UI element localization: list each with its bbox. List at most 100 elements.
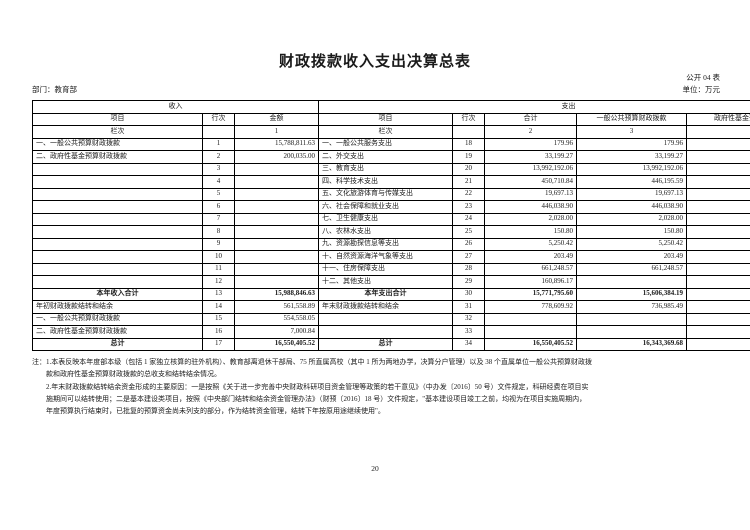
lane-expense-total: 2 <box>484 125 577 139</box>
table-row: 10 十、自然资源海洋气象等支出 27 203.49 203.49 <box>32 250 750 264</box>
cell-expense-item: 六、社会保障和就业支出 <box>318 200 453 214</box>
col-header-expense-total: 合计 <box>484 112 577 126</box>
cell-income-amount: 15,988,846.63 <box>234 287 319 301</box>
cell-income-item-grand-total: 总计 <box>32 337 203 351</box>
table-row: 二、政府性基金预算财政拨款 2 200,035.00 二、外交支出 19 33,… <box>32 150 750 164</box>
cell-expense-line: 29 <box>452 275 485 289</box>
cell-expense-fund <box>685 137 750 151</box>
table-row: 一、一般公共预算财政拨款 1 15,788,811.63 一、一般公共服务支出 … <box>32 137 750 151</box>
cell-expense-item: 年末财政拨款结转和结余 <box>318 300 453 314</box>
cell-expense-item: 五、文化旅游体育与传媒支出 <box>318 187 453 201</box>
cell-income-item <box>32 200 203 214</box>
cell-expense-line: 21 <box>452 175 485 189</box>
cell-income-amount: 200,035.00 <box>234 150 319 164</box>
cell-income-line: 8 <box>202 225 235 239</box>
cell-expense-item: 十、自然资源海洋气象等支出 <box>318 250 453 264</box>
cell-expense-fund <box>685 312 750 326</box>
cell-income-amount <box>234 187 319 201</box>
cell-expense-general <box>576 325 687 339</box>
table-total-row: 本年收入合计 13 15,988,846.63 本年支出合计 30 15,771… <box>32 287 750 301</box>
cell-expense-line: 18 <box>452 137 485 151</box>
cell-expense-general: 19,697.13 <box>576 187 687 201</box>
cell-expense-total: 661,248.57 <box>484 262 577 276</box>
cell-expense-total: 16,550,405.52 <box>484 337 577 351</box>
financial-table: 收入 支出 项目 行次 金额 项目 行次 合计 一般公共预算财政拨款 政府性基金… <box>32 100 750 351</box>
cell-income-line: 17 <box>202 337 235 351</box>
cell-expense-total: 450,710.84 <box>484 175 577 189</box>
note-line: 注：1.本表反映本年度部本级（包括 1 家独立核算的驻外机构）、教育部离退休干部… <box>32 358 592 366</box>
cell-expense-total: 203.49 <box>484 250 577 264</box>
table-row: 3 三、教育支出 20 13,992,192.06 13,992,192.06 <box>32 162 750 176</box>
table-lane-row: 栏次 1 栏次 2 3 4 <box>32 125 750 139</box>
cell-income-item <box>32 175 203 189</box>
col-header-expense-line: 行次 <box>452 112 485 126</box>
cell-income-amount: 16,550,405.52 <box>234 337 319 351</box>
cell-expense-line: 24 <box>452 212 485 226</box>
cell-income-amount <box>234 162 319 176</box>
cell-income-item: 一、一般公共预算财政拨款 <box>32 312 203 326</box>
cell-expense-fund <box>685 150 750 164</box>
cell-expense-fund <box>685 162 750 176</box>
cell-income-item: 二、政府性基金预算财政拨款 <box>32 325 203 339</box>
cell-income-line: 2 <box>202 150 235 164</box>
cell-expense-general: 13,992,192.06 <box>576 162 687 176</box>
form-code: 公开 04 表 <box>686 73 720 82</box>
financial-table-container: 收入 支出 项目 行次 金额 项目 行次 合计 一般公共预算财政拨款 政府性基金… <box>32 100 750 351</box>
cell-expense-fund: 160,896.17 <box>685 275 750 289</box>
cell-income-line: 5 <box>202 187 235 201</box>
cell-expense-general: 203.49 <box>576 250 687 264</box>
cell-expense-fund <box>685 187 750 201</box>
cell-expense-total: 150.80 <box>484 225 577 239</box>
table-group-header-row: 收入 支出 <box>32 100 750 114</box>
cell-expense-general: 16,343,369.68 <box>576 337 687 351</box>
col-header-income-line: 行次 <box>202 112 235 126</box>
table-row: 9 九、资源勘探信息等支出 26 5,250.42 5,250.42 <box>32 237 750 251</box>
table-row: 12 十二、其他支出 29 160,896.17 160,896.17 <box>32 275 750 289</box>
cell-expense-item <box>318 312 453 326</box>
cell-income-item <box>32 162 203 176</box>
cell-expense-total: 446,038.90 <box>484 200 577 214</box>
cell-expense-item-total: 本年支出合计 <box>318 287 453 301</box>
cell-expense-total <box>484 312 577 326</box>
cell-income-amount: 561,558.89 <box>234 300 319 314</box>
cell-income-amount <box>234 200 319 214</box>
cell-expense-general: 15,606,384.19 <box>576 287 687 301</box>
cell-expense-line: 27 <box>452 250 485 264</box>
cell-income-item <box>32 225 203 239</box>
cell-expense-item: 八、农林水支出 <box>318 225 453 239</box>
cell-income-item <box>32 237 203 251</box>
cell-income-amount: 554,558.05 <box>234 312 319 326</box>
cell-income-line: 4 <box>202 175 235 189</box>
form-meta: 公开 04 表 单位：万元 <box>683 72 721 95</box>
cell-expense-item: 三、教育支出 <box>318 162 453 176</box>
lane-expense-fund: 4 <box>685 125 750 139</box>
cell-income-line: 15 <box>202 312 235 326</box>
table-row: 8 八、农林水支出 25 150.80 150.80 <box>32 225 750 239</box>
note-line: 年度预算执行结束时，已批复的预算资金尚未列支的部分，作为结转资金管理，结转下年按… <box>46 407 385 415</box>
cell-income-item <box>32 262 203 276</box>
cell-expense-item: 十二、其他支出 <box>318 275 453 289</box>
cell-expense-line: 26 <box>452 237 485 251</box>
cell-expense-general: 2,028.00 <box>576 212 687 226</box>
cell-income-amount: 15,788,811.63 <box>234 137 319 151</box>
cell-income-amount <box>234 225 319 239</box>
cell-expense-total: 160,896.17 <box>484 275 577 289</box>
cell-expense-line: 23 <box>452 200 485 214</box>
cell-expense-item <box>318 325 453 339</box>
lane-expense-general: 3 <box>576 125 687 139</box>
cell-expense-general: 661,248.57 <box>576 262 687 276</box>
cell-income-line: 6 <box>202 200 235 214</box>
lane-blank-income-line <box>202 125 235 139</box>
cell-expense-total: 19,697.13 <box>484 187 577 201</box>
table-row: 二、政府性基金预算财政拨款 16 7,000.84 33 <box>32 325 750 339</box>
col-header-expense-general: 一般公共预算财政拨款 <box>576 112 687 126</box>
cell-expense-general <box>576 275 687 289</box>
note-line: 2.年末财政拨款结转结余资金形成的主要原因：一是按照《关于进一步完善中央财政科研… <box>46 382 589 391</box>
cell-income-amount <box>234 212 319 226</box>
cell-expense-general: 33,199.27 <box>576 150 687 164</box>
cell-income-item <box>32 212 203 226</box>
cell-expense-total: 33,199.27 <box>484 150 577 164</box>
cell-income-line: 10 <box>202 250 235 264</box>
cell-income-item: 年初财政拨款结转和结余 <box>32 300 203 314</box>
